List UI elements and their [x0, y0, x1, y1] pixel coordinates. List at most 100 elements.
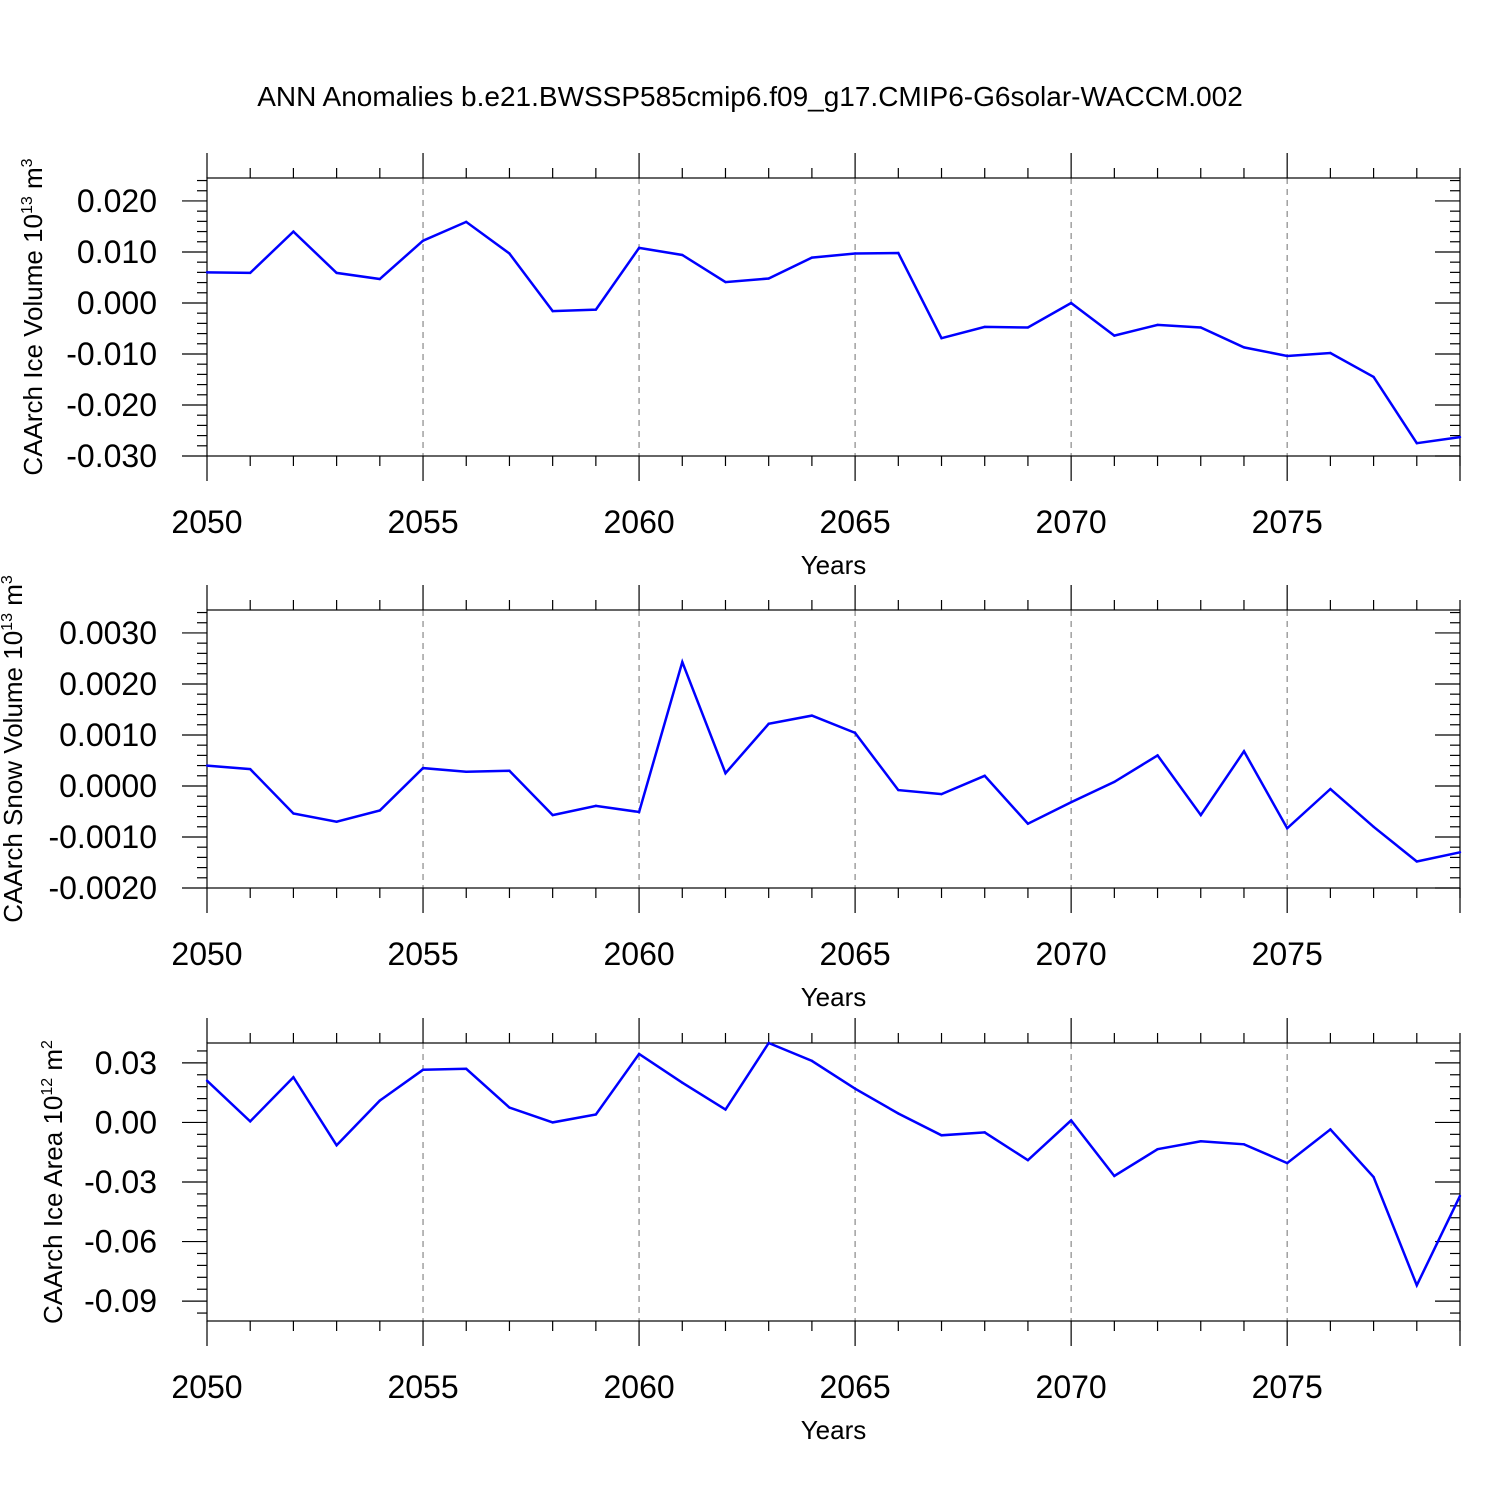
panel0-xtick-label-2065: 2065: [820, 504, 891, 540]
panel1-point-2063: [767, 722, 770, 725]
panel0-y-axis-label-text: CAArch Ice Volume 10: [18, 214, 48, 476]
panel0-ytick-label: -0.020: [66, 387, 157, 423]
panel1-point-2054: [378, 809, 382, 812]
panel1-point-2065: [853, 731, 857, 735]
panel0-x-axis-label: Years: [801, 550, 867, 580]
panel2-point-2067: [940, 1134, 943, 1137]
panel0-point-2062: [724, 280, 727, 284]
panel0-point-2051: [249, 271, 252, 275]
panel1-xtick-label-2050: 2050: [171, 936, 242, 972]
panel2-ytick-label: -0.03: [84, 1164, 157, 1200]
panel0-xtick-label-2070: 2070: [1036, 504, 1107, 540]
panel-ice-volume: 2050 2055 2060 2065 2070 2075 Years 0.020 0.010 0…: [18, 153, 1462, 580]
panel0-xtick-label-2050: 2050: [171, 504, 242, 540]
panel1-y-axis-label: CAArch Snow Volume 1013 m3: [0, 575, 28, 923]
panel1-point-2074: [1242, 750, 1246, 753]
panel1-point-2071: [1113, 780, 1116, 784]
panel2-y-axis-label-text: CAArch Ice Area 10: [38, 1096, 68, 1324]
panel-snow-volume: 2050 2055 2060 2065 2070 2075 Years 0.0030 0.002…: [0, 575, 1462, 1012]
panel2-point-2076: [1329, 1128, 1332, 1131]
panel1-series-line: [206, 658, 1461, 863]
panel0-point-2076: [1329, 351, 1332, 355]
panel0-point-2068: [983, 325, 986, 329]
panel1-ytick-label: 0.0020: [59, 666, 157, 702]
panel2-y-axis-label-exp: 12: [39, 1078, 56, 1096]
panel0-point-2065: [853, 252, 857, 255]
panel1-point-2056: [465, 770, 468, 773]
panel2-point-2052: [292, 1075, 295, 1079]
panel0-xtick-label-2060: 2060: [603, 504, 674, 540]
panel1-ytick-label: 0.0000: [59, 768, 157, 804]
panel0-series-line: [206, 220, 1461, 445]
panel2-plot-frame: [206, 1042, 1461, 1322]
panel1-point-2069: [1026, 822, 1030, 825]
panel0-point-2072: [1156, 323, 1159, 327]
panel1-xtick-label-2055: 2055: [387, 936, 458, 972]
panel0-point-2060: [637, 246, 641, 250]
panel0-ytick-label: -0.010: [66, 336, 157, 372]
panel2-point-2061: [681, 1081, 684, 1084]
panel0-point-2053: [335, 271, 338, 275]
panel1-point-2057: [508, 769, 511, 772]
panel2-point-2079: [1458, 1194, 1462, 1198]
panel2-point-2058: [551, 1121, 554, 1124]
panel1-ytick-label: -0.0020: [48, 870, 157, 906]
panel0-y-axis-label-exp: 13: [19, 196, 36, 214]
panel0-point-2077: [1372, 375, 1375, 379]
panel1-point-2073: [1199, 813, 1202, 817]
panel2-xtick-label-2050: 2050: [171, 1369, 242, 1405]
panel1-point-2076: [1329, 787, 1332, 791]
panel2-point-2068: [983, 1131, 986, 1134]
panel0-point-2052: [292, 230, 295, 233]
panel1-point-2053: [335, 820, 338, 823]
panel2-point-2065: [853, 1087, 857, 1090]
panel1-point-2062: [724, 772, 727, 775]
panel0-point-2061: [681, 253, 684, 257]
panel0-point-2059: [594, 308, 598, 311]
panel2-point-2074: [1242, 1143, 1246, 1146]
panel1-point-2050: [205, 764, 209, 767]
panel-ice-area: 2050 2055 2060 2065 2070 2075 Years 0.03 0.00 -0.…: [38, 1018, 1462, 1445]
panel2-point-2057: [508, 1106, 511, 1109]
panel1-point-2077: [1372, 825, 1375, 828]
panel0-point-2063: [767, 277, 770, 280]
panel1-point-2058: [551, 813, 554, 817]
panel1-point-2078: [1415, 860, 1418, 863]
panel2-xtick-label-2060: 2060: [603, 1369, 674, 1405]
panel2-point-2059: [594, 1113, 598, 1116]
panel2-ytick-label: 0.00: [95, 1104, 157, 1140]
panel0-y-axis-label-unit-exp: 3: [19, 158, 36, 167]
panel2-x-axis-label: Years: [801, 1415, 867, 1445]
panel2-point-2050: [205, 1079, 209, 1082]
panel2-point-2075: [1285, 1161, 1289, 1165]
panel0-point-2064: [810, 256, 814, 259]
panel2-point-2063: [767, 1041, 770, 1045]
panel2-point-2077: [1372, 1175, 1375, 1179]
panel2-point-2064: [810, 1059, 814, 1063]
panel2-point-2051: [249, 1120, 252, 1123]
panel0-point-2071: [1113, 334, 1116, 337]
panel1-xtick-label-2060: 2060: [603, 936, 674, 972]
panel1-xtick-label-2075: 2075: [1252, 936, 1323, 972]
panel0-y-axis-label: CAArch Ice Volume 1013 m3: [18, 158, 48, 475]
panel2-y-axis-label-unit: m: [38, 1049, 68, 1078]
panel2-xtick-label-2055: 2055: [387, 1369, 458, 1405]
panel2-point-2073: [1199, 1140, 1202, 1143]
panel2-point-2071: [1113, 1174, 1116, 1178]
panel1-xtick-label-2065: 2065: [820, 936, 891, 972]
panel0-point-2057: [508, 252, 511, 255]
panel1-point-2072: [1156, 754, 1159, 757]
panel2-point-2054: [378, 1099, 382, 1102]
panel1-point-2064: [810, 714, 814, 717]
panel1-point-2059: [594, 804, 598, 808]
panel1-y-axis-label-exp: 13: [0, 613, 16, 631]
panel2-point-2066: [897, 1112, 900, 1115]
panel0-point-2070: [1069, 301, 1073, 305]
panel2-point-2070: [1069, 1119, 1073, 1122]
panel1-ytick-label: 0.0030: [59, 615, 157, 651]
panel2-y-axis-label-unit-exp: 2: [39, 1040, 56, 1049]
panel1-ytick-label: -0.0010: [48, 819, 157, 855]
panel0-point-2058: [551, 309, 554, 313]
panel1-point-2079: [1458, 851, 1462, 854]
